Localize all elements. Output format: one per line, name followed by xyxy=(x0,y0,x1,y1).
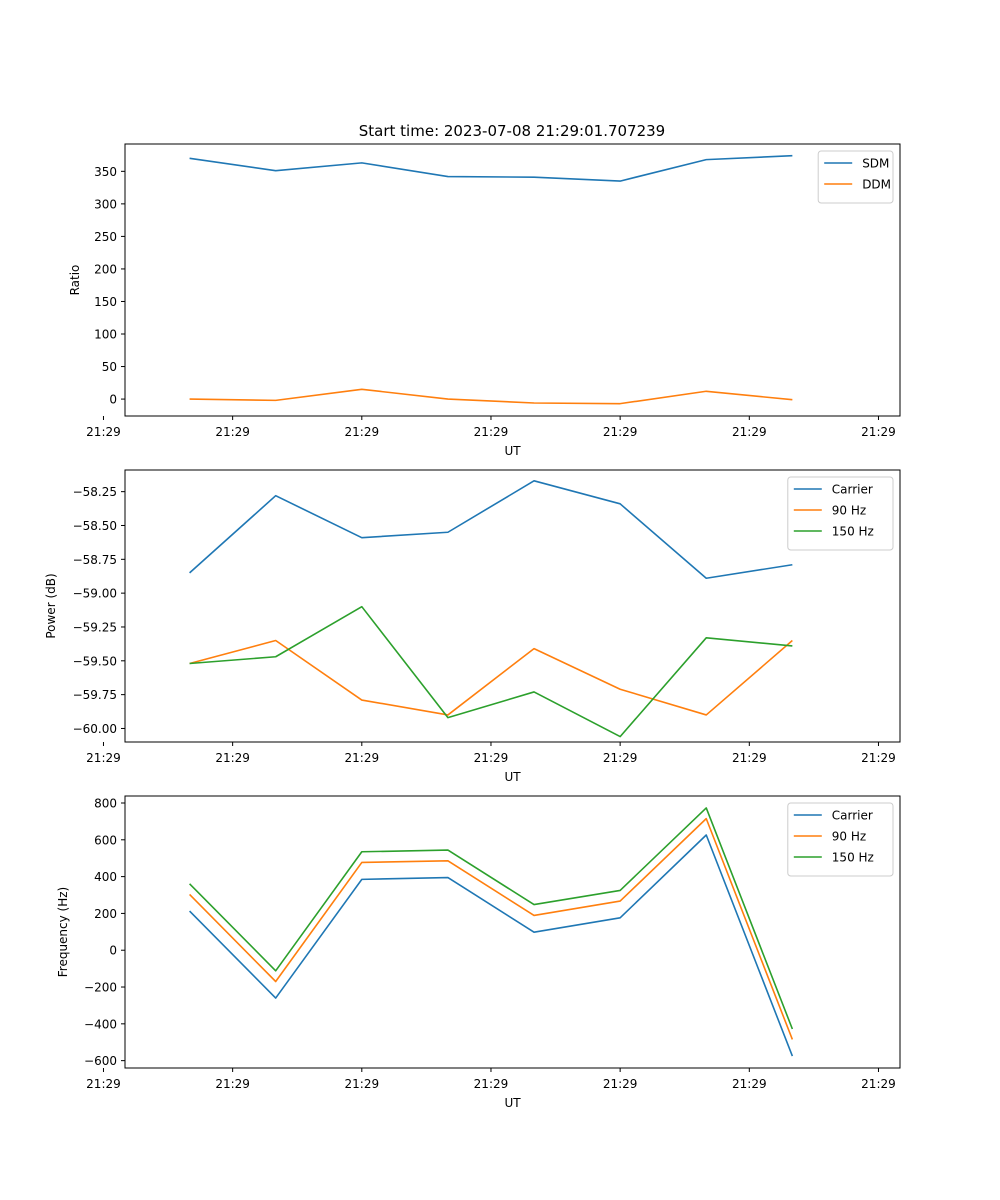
frequency-y-tick-label: 600 xyxy=(94,833,117,847)
frequency-x-tick-label: 21:29 xyxy=(86,1077,121,1091)
ratio-legend-box xyxy=(817,150,894,204)
ratio-y-tick-label: 300 xyxy=(94,197,117,211)
ratio-legend-label-ddm: DDM xyxy=(862,178,891,192)
frequency-y-axis-label: Frequency (Hz) xyxy=(56,887,70,978)
power-series-150-hz-line xyxy=(189,605,793,738)
ratio-series-ddm-line xyxy=(189,388,793,405)
power-x-axis-label: UT xyxy=(504,770,521,784)
frequency-panel: 21:29 21:29 21:29 21:29 21:29 21:29 21:29 −600 −… xyxy=(56,795,901,1110)
ratio-y-tick-label: 100 xyxy=(94,328,117,342)
ratio-y-tick-label: 0 xyxy=(109,393,117,407)
ratio-series-sdm-line xyxy=(189,154,793,182)
ratio-y-tick-label: 50 xyxy=(102,360,117,374)
power-legend-label-90-hz: 90 Hz xyxy=(832,504,866,518)
ratio-x-tick-label: 21:29 xyxy=(732,425,767,439)
power-y-tick-label: −59.75 xyxy=(73,688,117,702)
ratio-x-axis-label: UT xyxy=(504,444,521,458)
ratio-x-tick-label: 21:29 xyxy=(215,425,250,439)
ratio-x-tick-label: 21:29 xyxy=(86,425,121,439)
power-series-carrier-line xyxy=(189,480,793,580)
power-x-tick-label: 21:29 xyxy=(215,751,250,765)
ratio-y-tick-label: 200 xyxy=(94,262,117,276)
power-series-90-hz-line xyxy=(189,639,793,716)
frequency-x-axis-label: UT xyxy=(504,1096,521,1110)
frequency-axes-frame xyxy=(124,795,901,1069)
frequency-y-tick-label: −600 xyxy=(84,1054,117,1068)
frequency-x-tick-label: 21:29 xyxy=(474,1077,509,1091)
power-panel: 21:29 21:29 21:29 21:29 21:29 21:29 21:29 −60.0… xyxy=(44,469,901,784)
ratio-y-axis-label: Ratio xyxy=(68,265,82,296)
ratio-y-tick-label: 150 xyxy=(94,295,117,309)
ratio-x-tick-label: 21:29 xyxy=(861,425,896,439)
ratio-panel: 21:29 21:29 21:29 21:29 21:29 21:29 21:29 0 50 10… xyxy=(68,143,901,458)
frequency-series-150-hz-line xyxy=(189,807,794,1030)
frequency-y-tick-label: 400 xyxy=(94,870,117,884)
power-y-tick-label: −58.50 xyxy=(73,519,117,533)
frequency-x-tick-label: 21:29 xyxy=(603,1077,638,1091)
power-legend-label-150-hz: 150 Hz xyxy=(832,525,874,539)
frequency-x-tick-label: 21:29 xyxy=(345,1077,380,1091)
power-x-tick-label: 21:29 xyxy=(474,751,509,765)
power-x-tick-label: 21:29 xyxy=(345,751,380,765)
frequency-x-tick-label: 21:29 xyxy=(732,1077,767,1091)
ratio-axes-frame xyxy=(124,143,901,417)
frequency-series-carrier-line xyxy=(189,834,794,1057)
frequency-legend-label-carrier: Carrier xyxy=(832,809,873,823)
power-legend: Carrier 90 Hz 150 Hz xyxy=(787,476,894,551)
power-y-tick-label: −58.75 xyxy=(73,553,117,567)
frequency-legend-label-90-hz: 90 Hz xyxy=(832,830,866,844)
power-x-tick-label: 21:29 xyxy=(86,751,121,765)
power-axes-frame xyxy=(124,469,901,743)
power-y-tick-label: −59.00 xyxy=(73,587,117,601)
ratio-y-tick-label: 350 xyxy=(94,165,117,179)
power-y-tick-label: −59.50 xyxy=(73,654,117,668)
power-y-tick-label: −58.25 xyxy=(73,485,117,499)
panels: 21:29 21:29 21:29 21:29 21:29 21:29 21:29 0 50 10… xyxy=(44,143,901,1110)
frequency-y-tick-label: −400 xyxy=(84,1017,117,1031)
ratio-x-tick-label: 21:29 xyxy=(474,425,509,439)
frequency-y-tick-label: 200 xyxy=(94,907,117,921)
figure-title: Start time: 2023-07-08 21:29:01.707239 xyxy=(359,122,665,140)
power-y-tick-label: −59.25 xyxy=(73,620,117,634)
frequency-x-tick-label: 21:29 xyxy=(215,1077,250,1091)
ratio-x-tick-label: 21:29 xyxy=(603,425,638,439)
ratio-legend: SDM DDM xyxy=(817,150,894,204)
ratio-legend-label-sdm: SDM xyxy=(862,157,889,171)
frequency-x-tick-label: 21:29 xyxy=(861,1077,896,1091)
frequency-y-tick-label: 0 xyxy=(109,944,117,958)
frequency-y-tick-label: 800 xyxy=(94,796,117,810)
power-legend-label-carrier: Carrier xyxy=(832,483,873,497)
frequency-legend: Carrier 90 Hz 150 Hz xyxy=(787,802,894,877)
power-x-tick-label: 21:29 xyxy=(603,751,638,765)
frequency-y-tick-label: −200 xyxy=(84,981,117,995)
power-x-tick-label: 21:29 xyxy=(861,751,896,765)
power-y-tick-label: −60.00 xyxy=(73,722,117,736)
power-x-tick-label: 21:29 xyxy=(732,751,767,765)
ratio-x-tick-label: 21:29 xyxy=(345,425,380,439)
frequency-series-90-hz-line xyxy=(189,817,794,1040)
power-y-axis-label: Power (dB) xyxy=(44,573,58,638)
ratio-y-tick-label: 250 xyxy=(94,230,117,244)
frequency-legend-label-150-hz: 150 Hz xyxy=(832,851,874,865)
